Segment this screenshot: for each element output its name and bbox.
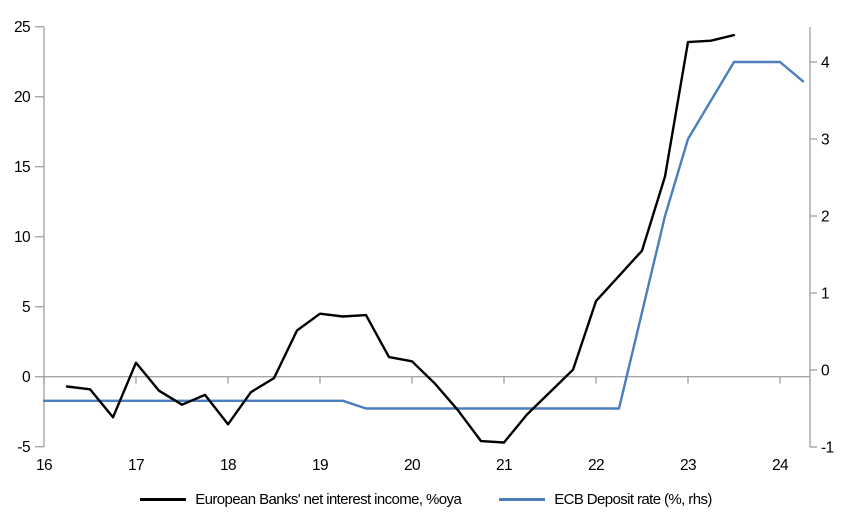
right-axis-tick-label: 4	[821, 55, 830, 72]
x-axis-tick-label: 17	[128, 457, 144, 474]
x-axis-tick-label: 19	[312, 457, 328, 474]
x-axis-tick-label: 23	[680, 457, 696, 474]
left-axis-tick-label: 10	[14, 229, 31, 246]
x-axis-tick-label: 22	[588, 457, 604, 474]
legend: European Banks' net interest income, %oy…	[0, 491, 852, 508]
left-axis-tick-label: -5	[17, 439, 30, 456]
right-axis-tick-label: 2	[821, 209, 829, 226]
x-axis-tick-label: 20	[404, 457, 421, 474]
net-interest-income-legend-label: European Banks' net interest income, %oy…	[195, 491, 462, 508]
left-axis-tick-label: 0	[22, 369, 31, 386]
right-axis-tick-label: 3	[821, 132, 829, 149]
ecb-deposit-rate-legend-label: ECB Deposit rate (%, rhs)	[554, 491, 712, 508]
left-axis-tick-label: 25	[14, 19, 30, 36]
net-interest-income-line-swatch	[140, 498, 187, 501]
left-axis-tick-label: 20	[14, 89, 31, 106]
net-interest-income-line	[65, 33, 736, 444]
x-axis-tick-label: 18	[220, 457, 236, 474]
right-axis-tick-label: -1	[821, 440, 834, 457]
legend-item-ecb-deposit-rate: ECB Deposit rate (%, rhs)	[499, 491, 712, 508]
x-axis-tick-label: 24	[772, 457, 789, 474]
left-axis-tick-label: 15	[14, 159, 30, 176]
x-axis-tick-label: 16	[36, 457, 52, 474]
right-axis-tick-label: 1	[821, 286, 829, 303]
left-axis-tick-label: 5	[22, 299, 30, 316]
legend-item-net-interest-income: European Banks' net interest income, %oy…	[140, 491, 462, 508]
right-axis-tick-label: 0	[821, 363, 830, 380]
x-axis-tick-label: 21	[496, 457, 512, 474]
ecb-deposit-rate-line-swatch	[499, 498, 546, 501]
ecb-deposit-rate-line	[42, 60, 805, 410]
